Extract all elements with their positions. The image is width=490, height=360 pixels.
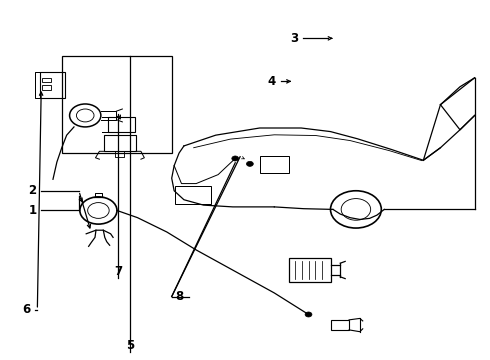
- Circle shape: [232, 156, 239, 161]
- Bar: [42, 78, 51, 82]
- Text: 5: 5: [126, 339, 134, 352]
- Text: 1: 1: [28, 204, 37, 217]
- Text: 2: 2: [28, 184, 37, 197]
- Bar: [331, 320, 349, 330]
- Text: 6: 6: [22, 303, 30, 316]
- Bar: [40, 72, 65, 98]
- Text: 8: 8: [175, 290, 183, 303]
- Bar: [42, 85, 51, 90]
- Bar: [289, 258, 331, 282]
- Bar: [108, 117, 135, 132]
- Circle shape: [305, 312, 312, 317]
- Bar: [62, 56, 172, 153]
- Circle shape: [246, 161, 253, 166]
- Text: 3: 3: [290, 32, 298, 45]
- Bar: [104, 135, 136, 151]
- Text: 7: 7: [114, 265, 122, 278]
- Text: 4: 4: [268, 75, 276, 88]
- Bar: [260, 156, 289, 173]
- Bar: [174, 186, 211, 204]
